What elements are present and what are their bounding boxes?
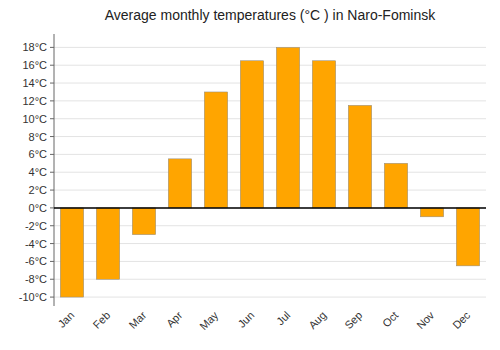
bar (132, 208, 155, 235)
x-tick-label: Feb (91, 309, 113, 331)
y-tick-label: 12°C (22, 95, 47, 107)
x-tick-label: Aug (306, 309, 328, 331)
x-tick-label: Jan (55, 309, 76, 330)
grid-line (54, 118, 486, 119)
y-tick-label: 16°C (22, 59, 47, 71)
x-tick-label: Nov (414, 309, 437, 332)
x-tick-label: Jul (274, 309, 292, 327)
x-tick-label: Jun (235, 309, 256, 330)
x-tick-label: Sep (342, 309, 364, 331)
y-tick (50, 225, 54, 226)
bar (204, 92, 227, 208)
y-tick (50, 172, 54, 173)
y-tick-label: -8°C (25, 273, 47, 285)
y-tick-label: -4°C (25, 238, 47, 250)
x-tick-label: Dec (450, 309, 473, 332)
grid-line (54, 136, 486, 137)
grid-line (54, 172, 486, 173)
y-axis-line (54, 34, 55, 306)
page: {"chart_data": {"type": "bar", "title": … (0, 0, 500, 350)
y-tick (50, 297, 54, 298)
y-tick-label: 18°C (22, 41, 47, 53)
bar (60, 208, 83, 297)
y-tick (50, 136, 54, 137)
y-tick (50, 190, 54, 191)
y-axis: -10°C -8°C -6°C -4°C -2°C 0°C 2°C 4°C 6°C 8°C 10°C… (19, 34, 54, 306)
grid-line (54, 190, 486, 191)
y-tick-label: -10°C (19, 291, 47, 303)
grid-line (54, 83, 486, 84)
y-tick (50, 243, 54, 244)
x-tick-label: May (197, 309, 221, 333)
y-tick (50, 118, 54, 119)
grid-line (54, 65, 486, 66)
y-tick (50, 154, 54, 155)
bar (276, 47, 299, 208)
y-tick-label: 10°C (22, 113, 47, 125)
x-axis: Jan Feb Mar Apr May Jun Jul Aug Sep Oct Nov Dec (55, 309, 472, 333)
grid-line (54, 154, 486, 155)
y-tick (50, 47, 54, 48)
chart-container: Average monthly temperatures (°C ) in Na… (0, 0, 500, 350)
y-tick (50, 65, 54, 66)
grid-line (54, 100, 486, 101)
bar (348, 105, 371, 208)
grid (54, 47, 486, 297)
y-tick-label: 6°C (29, 148, 48, 160)
bar (240, 61, 263, 208)
x-tick-label: Oct (380, 309, 401, 330)
y-tick-label: 2°C (29, 184, 48, 196)
title: Average monthly temperatures (°C ) in Na… (105, 7, 437, 23)
grid-line (54, 297, 486, 298)
bar (456, 208, 479, 266)
grid-line (54, 207, 486, 208)
y-tick-label: 0°C (29, 202, 48, 214)
x-tick-label: Mar (127, 309, 149, 331)
y-tick (50, 83, 54, 84)
bar (384, 163, 407, 208)
y-tick (50, 100, 54, 101)
x-tick-label: Apr (164, 309, 185, 330)
bar (96, 208, 119, 279)
y-tick-label: 4°C (29, 166, 48, 178)
y-tick (50, 261, 54, 262)
zero-line (54, 207, 486, 209)
bar (168, 159, 191, 208)
y-tick-label: 14°C (22, 77, 47, 89)
bar (420, 208, 443, 217)
bars (60, 47, 479, 297)
chart: Average monthly temperatures (°C ) in Na… (0, 0, 500, 350)
y-tick-label: -6°C (25, 255, 47, 267)
y-tick (50, 207, 54, 208)
y-tick (50, 279, 54, 280)
y-tick-label: -2°C (25, 220, 47, 232)
bar (312, 61, 335, 208)
y-tick-label: 8°C (29, 131, 48, 143)
grid-line (54, 47, 486, 48)
